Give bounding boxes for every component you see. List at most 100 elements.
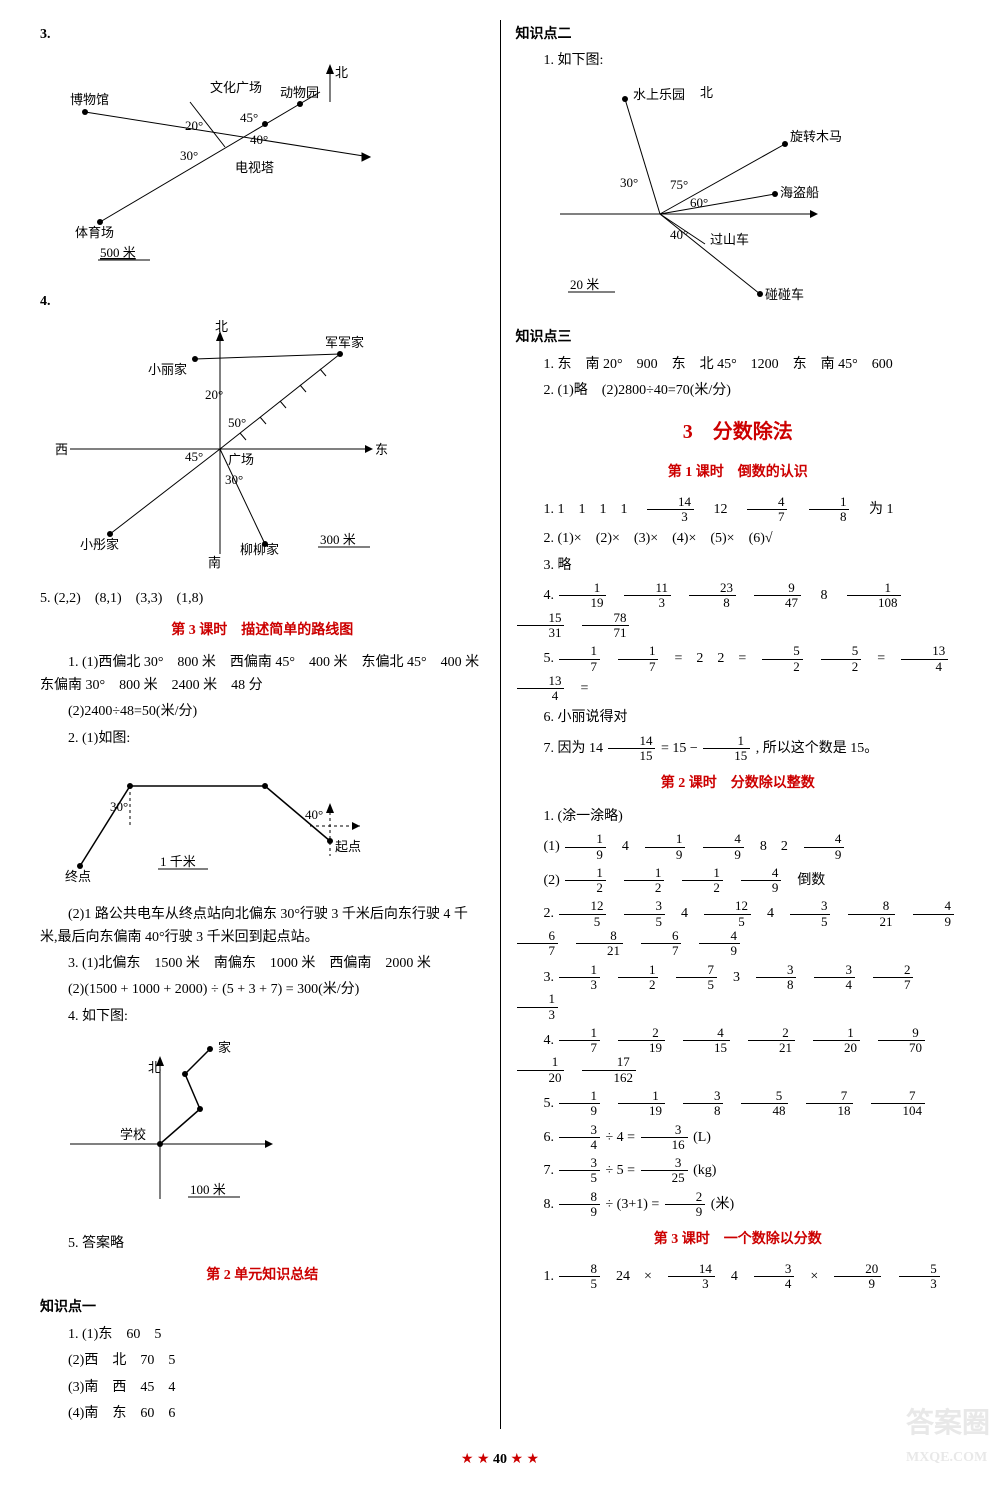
park-a40: 40° — [670, 227, 688, 242]
c3l2-3: 3. 13 12 75 3 38 34 27 13 — [515, 963, 960, 1022]
t: = 15 − — [661, 741, 701, 756]
label: 4. — [543, 1033, 554, 1048]
park-carousel: 旋转木马 — [790, 129, 842, 144]
q4-west: 西 — [55, 442, 68, 457]
q3-zoo: 动物园 — [280, 85, 319, 100]
c3l1-2: 2. (1)× (2)× (3)× (4)× (5)× (6)√ — [515, 528, 960, 550]
l3-3b: (2)(1500 + 1000 + 2000) ÷ (5 + 3 + 7) = … — [40, 979, 485, 1001]
q4-xiaoli: 小丽家 — [148, 362, 187, 377]
q4-a30: 30° — [225, 472, 243, 487]
home-north: 北 — [148, 1060, 161, 1075]
l3-1a: 1. (1)西偏北 30° 800 米 西偏南 45° 400 米 东偏北 45… — [40, 652, 485, 697]
q3-a30: 30° — [180, 148, 198, 163]
q3-a45: 45° — [240, 110, 258, 125]
t: 7. — [543, 1163, 557, 1178]
home-home: 家 — [218, 1040, 231, 1055]
frac: 143 — [647, 495, 694, 525]
route-end: 终点 — [65, 869, 91, 884]
frac: 34 — [559, 1123, 600, 1153]
q3-tv: 电视塔 — [235, 160, 274, 175]
route-scale: 1 千米 — [160, 854, 196, 869]
frac: 89 — [559, 1190, 600, 1220]
t: , 所以这个数是 15。 — [756, 741, 879, 756]
q4-liuliu: 柳柳家 — [240, 542, 279, 557]
c3l2-1a: (1) 19 4 19 49 8 2 49 — [515, 832, 960, 862]
frac: 325 — [641, 1156, 688, 1186]
label: 3. — [543, 970, 554, 985]
q4-east: 东 — [375, 442, 388, 457]
chapter3-title: 3 分数除法 — [515, 416, 960, 448]
park-pirate: 海盗船 — [780, 185, 819, 200]
column-divider — [500, 20, 501, 1429]
park-coaster: 过山车 — [710, 232, 749, 247]
kp1-3: (3)南 西 45 4 — [40, 1377, 485, 1399]
q4-a20: 20° — [205, 387, 223, 402]
c3l1-6: 6. 小丽说得对 — [515, 707, 960, 729]
star-icon: ★ ★ — [461, 1452, 490, 1467]
mixed: 19 4 19 49 8 2 49 — [563, 839, 846, 854]
kp3-title: 知识点三 — [515, 327, 960, 349]
q4-a45: 45° — [185, 449, 203, 464]
c3l2-8: 8. 89 ÷ (3+1) = 29 (米) — [515, 1190, 960, 1220]
kp2-title: 知识点二 — [515, 24, 960, 46]
c3l3-1: 1. 85 24 × 143 4 34 × 209 53 — [515, 1262, 960, 1292]
kp2-1: 1. 如下图: — [515, 50, 960, 72]
frac: 29 — [665, 1190, 706, 1220]
c3-lesson1-title: 第 1 课时 倒数的认识 — [515, 462, 960, 484]
c3l2-1b: (2) 12 12 12 49 倒数 — [515, 866, 960, 896]
t: ÷ 4 = — [605, 1130, 638, 1145]
t: 6. — [543, 1130, 557, 1145]
park-bumper: 碰碰车 — [765, 287, 804, 302]
c3l1-7: 7. 因为 14 1415 = 15 − 115 , 所以这个数是 15。 — [515, 734, 960, 764]
t: 1. 1 1 1 1 — [543, 502, 641, 517]
q3-diagram: 北 博物馆 文化广场 动物园 电视塔 体育场 20° 45° 40° 30° 5… — [40, 52, 485, 280]
home-scale: 100 米 — [190, 1182, 226, 1197]
c3l2-5: 5. 19 119 38 548 718 7104 — [515, 1089, 960, 1119]
q4-num: 4. — [40, 291, 485, 313]
park-water: 水上乐园 — [633, 87, 685, 102]
frac: 1415 — [608, 734, 655, 764]
unit2-title: 第 2 单元知识总结 — [40, 1265, 485, 1287]
page: 3. 北 博物馆 文化广场 动物园 电视塔 体育 — [30, 20, 970, 1429]
page-number: 40 — [493, 1452, 507, 1467]
q4-north: 北 — [215, 319, 228, 334]
left-column: 3. 北 博物馆 文化广场 动物园 电视塔 体育 — [30, 20, 495, 1429]
frac: 18 — [809, 495, 850, 525]
kp1-2: (2)西 北 70 5 — [40, 1350, 485, 1372]
q4-south: 南 — [208, 555, 221, 569]
c3l1-1: 1. 1 1 1 1 143 12 47 18 为 1 — [515, 495, 960, 525]
q4-scale: 300 米 — [320, 532, 356, 547]
page-footer: ★ ★ 40 ★ ★ — [30, 1449, 970, 1471]
label: 1. — [543, 1269, 554, 1284]
mixed: 12 12 12 49 倒数 — [563, 873, 825, 888]
c3l2-2: 2. 125 35 4 125 4 35 821 49 67 821 67 49 — [515, 899, 960, 958]
c3l2-7: 7. 35 ÷ 5 = 325 (kg) — [515, 1156, 960, 1186]
t: (L) — [693, 1130, 711, 1145]
l3-3a: 3. (1)北偏东 1500 米 南偏东 1000 米 西偏南 2000 米 — [40, 953, 485, 975]
right-column: 知识点二 1. 如下图: 水上乐园 北 旋转木马 — [505, 20, 970, 1429]
q4-plaza: 广场 — [228, 452, 254, 467]
mixed: 19 119 38 548 718 7104 — [557, 1096, 927, 1111]
l3-5: 5. 答案略 — [40, 1233, 485, 1255]
q5-text: 5. (2,2) (8,1) (3,3) (1,8) — [40, 588, 485, 610]
route-a30: 30° — [110, 799, 128, 814]
t: (kg) — [693, 1163, 716, 1178]
c3l2-1: 1. (涂一涂略) — [515, 806, 960, 828]
park-a30: 30° — [620, 175, 638, 190]
label: 5. — [543, 1096, 554, 1111]
l3-4: 4. 如下图: — [40, 1006, 485, 1028]
kp1-1: 1. (1)东 60 5 — [40, 1324, 485, 1346]
t: ÷ 5 = — [605, 1163, 638, 1178]
park-a75: 75° — [670, 177, 688, 192]
c3-lesson3-title: 第 3 课时 一个数除以分数 — [515, 1229, 960, 1251]
label: (1) — [543, 839, 559, 854]
home-school: 学校 — [120, 1127, 146, 1142]
t: ÷ (3+1) = — [605, 1197, 662, 1212]
label: 2. — [543, 906, 554, 921]
t: 7. 因为 14 — [543, 741, 603, 756]
park-scale: 20 米 — [570, 277, 599, 292]
kp1-4: (4)南 东 60 6 — [40, 1403, 485, 1425]
frac: 316 — [641, 1123, 688, 1153]
lesson3-title: 第 3 课时 描述简单的路线图 — [40, 620, 485, 642]
frac: 47 — [747, 495, 788, 525]
